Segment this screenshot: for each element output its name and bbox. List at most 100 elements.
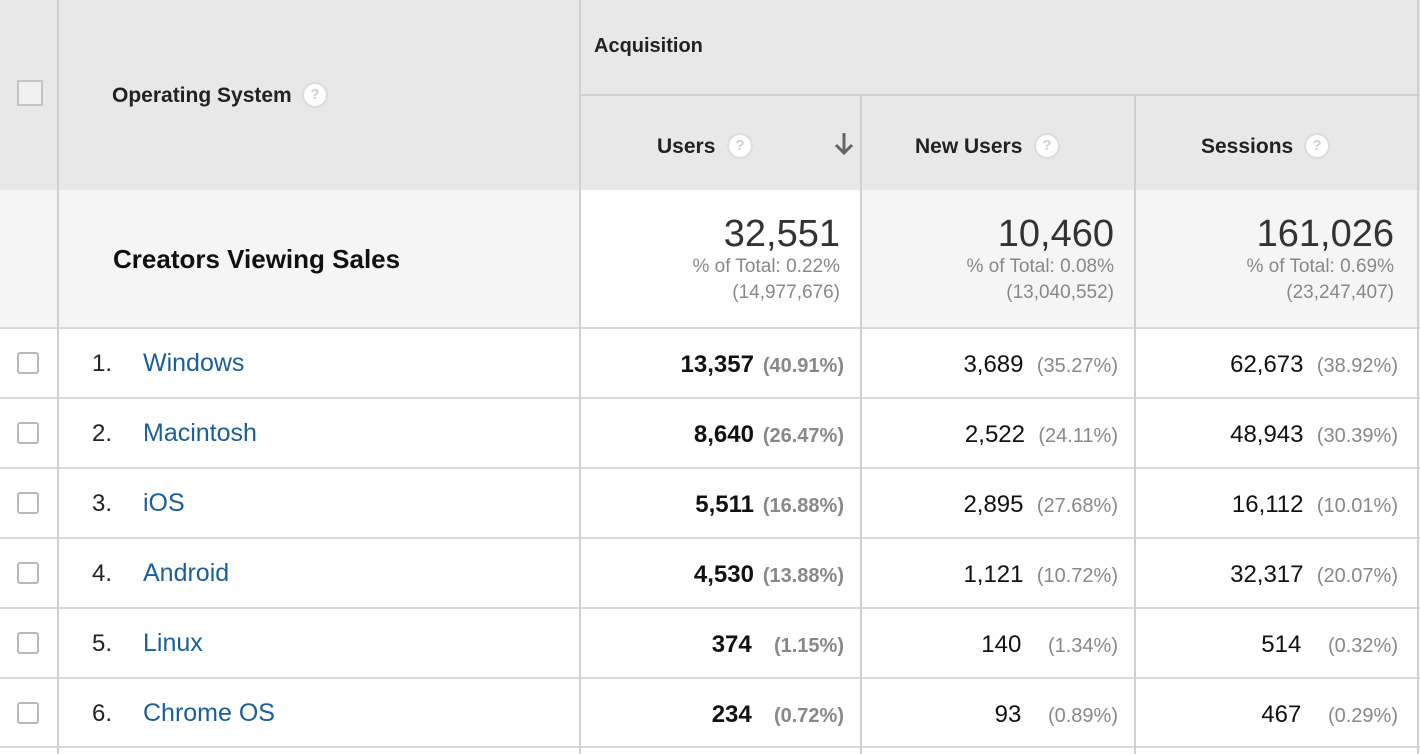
users-percent: (13.88%)	[762, 565, 844, 587]
totals-users: 32,551 % of Total: 0.22% (14,977,676)	[692, 214, 840, 306]
divider	[0, 467, 1420, 469]
row-checkbox[interactable]	[17, 352, 39, 374]
new-users-metric: 93 (0.89%)	[995, 701, 1118, 729]
sessions-metric: 48,943 (30.39%)	[1230, 421, 1398, 449]
users-value: 374	[711, 631, 752, 658]
total-overall: (23,247,407)	[1286, 282, 1394, 303]
segment-label: Creators Viewing Sales	[113, 244, 401, 274]
os-link[interactable]: Android	[143, 559, 230, 587]
total-overall: (13,040,552)	[1006, 282, 1114, 303]
new-users-column-header[interactable]: New Users	[915, 135, 1023, 158]
sessions-value: 48,943	[1230, 421, 1304, 448]
totals-users-cell	[580, 190, 861, 328]
users-metric: 13,357 (40.91%)	[681, 351, 844, 379]
users-metric: 374 (1.15%)	[712, 631, 844, 659]
sessions-value: 32,317	[1230, 561, 1304, 588]
sessions-value: 62,673	[1230, 351, 1304, 378]
new-users-percent: (1.34%)	[1047, 635, 1118, 657]
users-percent: (26.47%)	[762, 425, 844, 447]
dimension-header[interactable]: Operating System	[112, 84, 292, 107]
total-value: 32,551	[723, 213, 840, 255]
users-percent: (16.88%)	[762, 495, 844, 517]
divider	[0, 537, 1420, 539]
totals-label-cell	[0, 190, 580, 328]
total-percent: % of Total: 0.69%	[1246, 256, 1394, 277]
new-users-percent: (24.11%)	[1038, 425, 1118, 447]
os-link[interactable]: Windows	[143, 349, 245, 377]
select-all-checkbox[interactable]	[17, 80, 43, 106]
sessions-metric: 467 (0.29%)	[1261, 701, 1398, 729]
row-number: 3.	[92, 490, 113, 517]
users-value: 13,357	[680, 351, 754, 378]
help-icon[interactable]: ?	[1034, 133, 1060, 159]
sessions-percent: (38.92%)	[1316, 355, 1398, 377]
os-link[interactable]: Chrome OS	[143, 699, 275, 727]
divider	[0, 746, 1420, 748]
column-divider	[1134, 95, 1136, 754]
new-users-metric: 2,522 (24.11%)	[965, 421, 1118, 449]
total-overall: (14,977,676)	[732, 282, 840, 303]
new-users-percent: (35.27%)	[1036, 355, 1118, 377]
row-checkbox[interactable]	[17, 632, 39, 654]
totals-sessions: 161,026 % of Total: 0.69% (23,247,407)	[1246, 214, 1394, 306]
help-icon[interactable]: ?	[727, 133, 753, 159]
acquisition-group-header: Acquisition	[594, 35, 703, 57]
sessions-percent: (0.32%)	[1327, 635, 1398, 657]
column-divider	[57, 0, 59, 754]
sessions-percent: (10.01%)	[1316, 495, 1398, 517]
sessions-percent: (20.07%)	[1316, 565, 1398, 587]
column-divider	[579, 0, 581, 754]
sessions-value: 467	[1261, 701, 1302, 728]
sessions-metric: 16,112 (10.01%)	[1232, 491, 1398, 519]
new-users-percent: (27.68%)	[1036, 495, 1118, 517]
row-checkbox[interactable]	[17, 422, 39, 444]
users-metric: 8,640 (26.47%)	[694, 421, 844, 449]
divider	[0, 327, 1420, 329]
totals-new-users: 10,460 % of Total: 0.08% (13,040,552)	[966, 214, 1114, 306]
row-checkbox[interactable]	[17, 562, 39, 584]
row-checkbox[interactable]	[17, 492, 39, 514]
sessions-column-header[interactable]: Sessions	[1201, 135, 1294, 158]
users-percent: (40.91%)	[762, 355, 844, 377]
row-number: 2.	[92, 420, 113, 447]
sessions-metric: 514 (0.32%)	[1261, 631, 1398, 659]
new-users-value: 2,522	[964, 421, 1025, 448]
new-users-value: 3,689	[963, 351, 1024, 378]
sort-descending-icon[interactable]	[834, 131, 854, 157]
os-link[interactable]: Linux	[143, 629, 203, 657]
sessions-value: 514	[1261, 631, 1302, 658]
help-icon[interactable]: ?	[1304, 133, 1330, 159]
sessions-metric: 62,673 (38.92%)	[1230, 351, 1398, 379]
row-number: 1.	[92, 350, 113, 377]
total-percent: % of Total: 0.22%	[692, 256, 840, 277]
sessions-percent: (0.29%)	[1327, 705, 1398, 727]
os-link[interactable]: iOS	[143, 489, 185, 517]
column-divider	[860, 95, 862, 754]
row-number: 5.	[92, 630, 113, 657]
total-value: 161,026	[1256, 213, 1394, 255]
new-users-metric: 140 (1.34%)	[981, 631, 1118, 659]
help-icon[interactable]: ?	[302, 82, 328, 108]
total-percent: % of Total: 0.08%	[966, 256, 1114, 277]
users-metric: 4,530 (13.88%)	[694, 561, 844, 589]
users-value: 8,640	[693, 421, 754, 448]
users-column-header[interactable]: Users	[657, 135, 716, 158]
users-value: 234	[711, 701, 752, 728]
sessions-percent: (30.39%)	[1316, 425, 1398, 447]
users-value: 4,530	[693, 561, 754, 588]
users-percent: (0.72%)	[773, 705, 844, 727]
divider	[0, 607, 1420, 609]
row-number: 6.	[92, 700, 113, 727]
new-users-value: 93	[994, 701, 1022, 728]
os-link[interactable]: Macintosh	[143, 419, 257, 447]
totals-other-cells	[861, 190, 1420, 328]
column-divider	[1417, 0, 1419, 754]
divider	[580, 94, 1420, 96]
new-users-metric: 3,689 (35.27%)	[963, 351, 1118, 379]
users-metric: 5,511 (16.88%)	[695, 491, 844, 519]
users-value: 5,511	[695, 491, 754, 518]
row-checkbox[interactable]	[17, 702, 39, 724]
sessions-value: 16,112	[1231, 491, 1304, 518]
users-metric: 234 (0.72%)	[712, 701, 844, 729]
